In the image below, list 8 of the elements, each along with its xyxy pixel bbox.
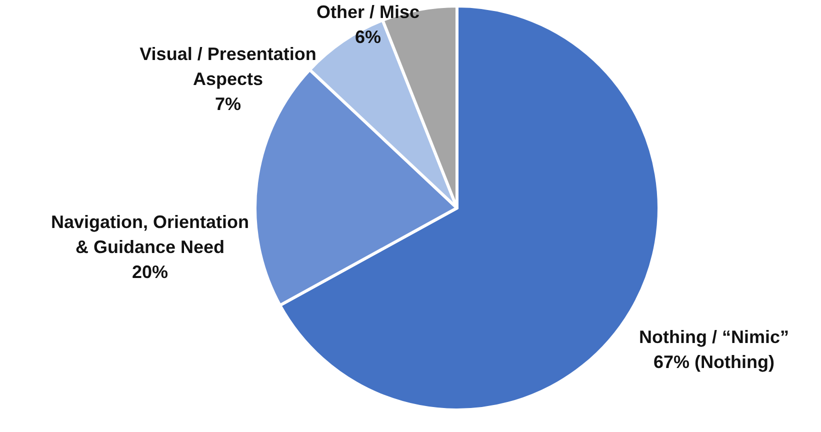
- data-label: 67% (Nothing): [654, 352, 774, 372]
- data-label: 6%: [354, 27, 382, 47]
- data-label: 7%: [214, 94, 242, 114]
- slice-label: Visual / Presentation Aspects: [140, 44, 316, 89]
- data-label: 20%: [132, 262, 168, 282]
- slice-label: Nothing / “Nimic”: [639, 327, 789, 347]
- slice-label: Other / Misc: [316, 2, 420, 22]
- slice-label: Navigation, Orientation & Guidance Need: [50, 212, 250, 257]
